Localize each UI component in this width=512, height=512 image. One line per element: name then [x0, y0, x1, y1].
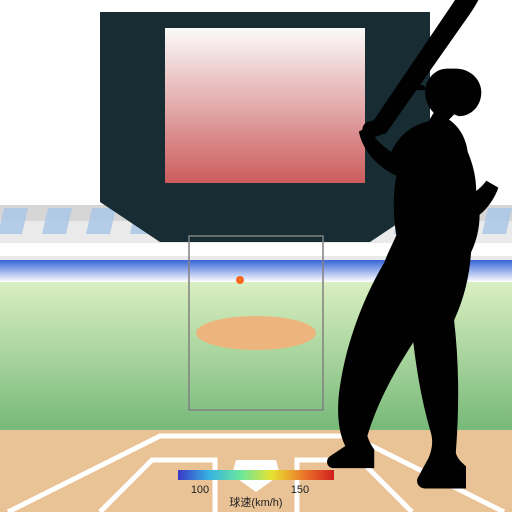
pitch-marker — [236, 276, 244, 284]
scene-svg: 100 150 球速(km/h) — [0, 0, 512, 512]
speed-colorbar — [178, 470, 334, 480]
colorbar-axis-label: 球速(km/h) — [229, 495, 282, 509]
pitch-location-scene: 100 150 球速(km/h) — [0, 0, 512, 512]
colorbar-tick-label: 100 — [191, 484, 209, 496]
colorbar-tick-label: 150 — [291, 484, 309, 496]
